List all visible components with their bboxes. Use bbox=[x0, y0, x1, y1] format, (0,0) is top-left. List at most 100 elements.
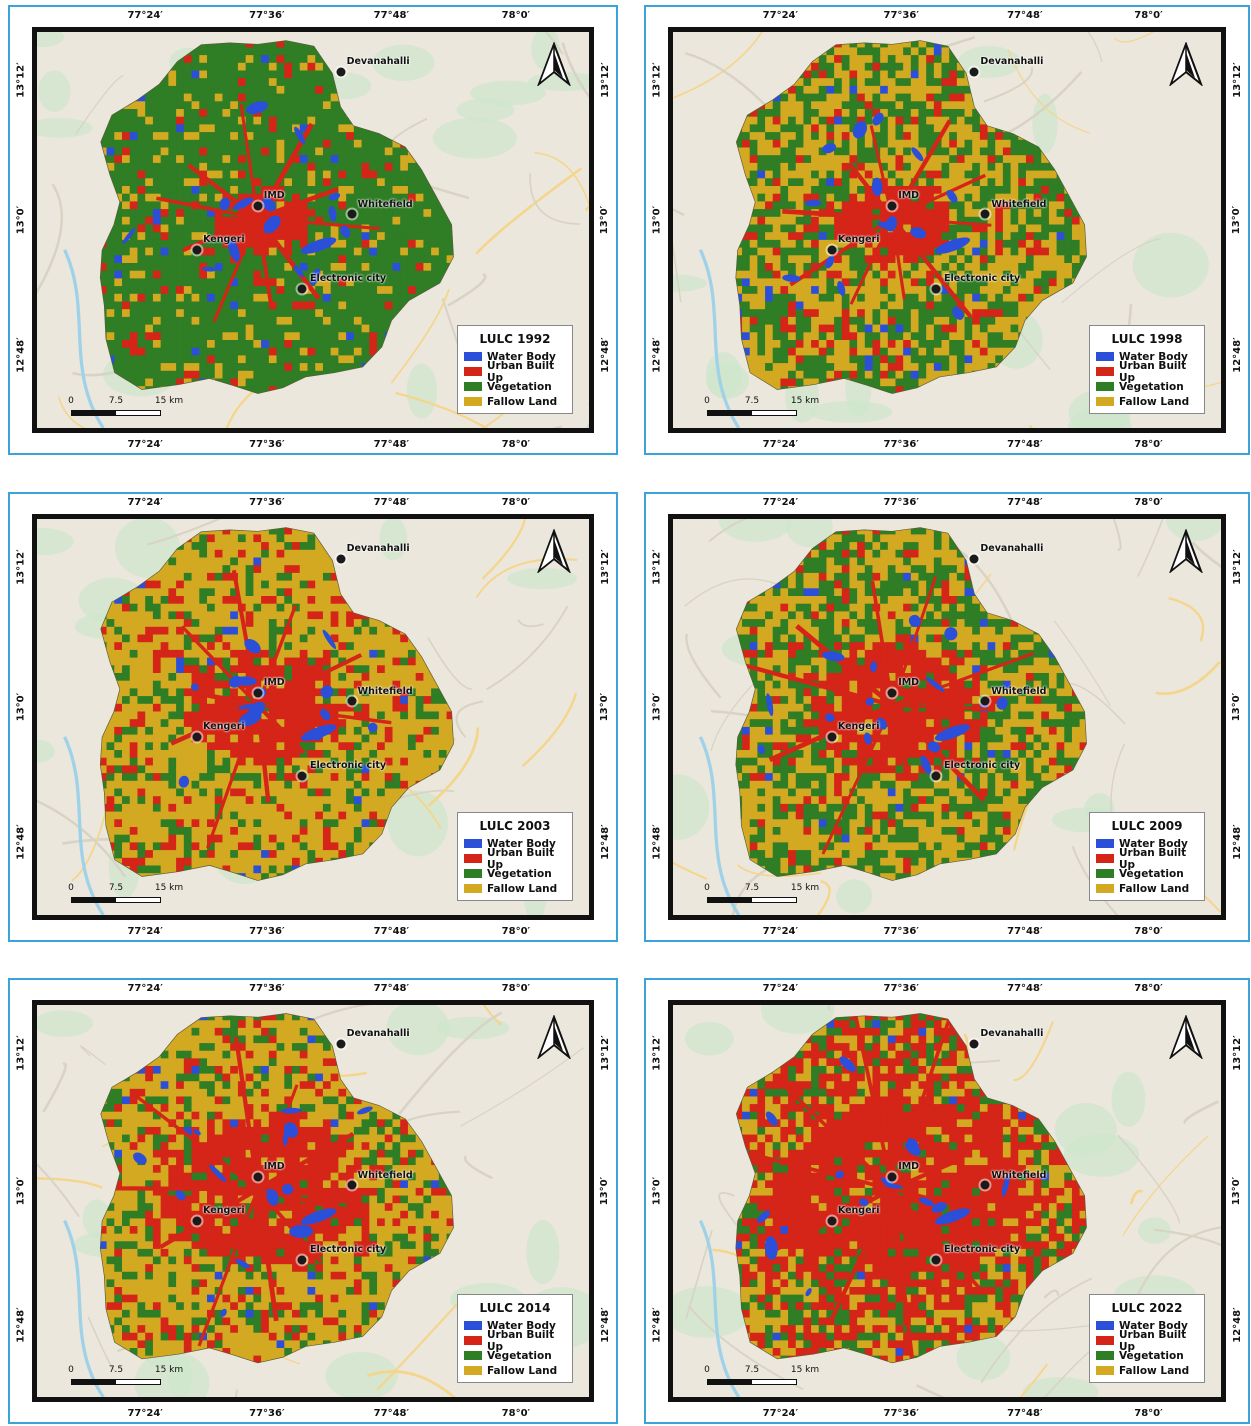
basemap-river bbox=[698, 249, 741, 428]
basemap-park bbox=[436, 1016, 510, 1040]
basemap-road bbox=[1168, 596, 1205, 642]
place-label: Devanahalli bbox=[980, 1028, 1044, 1040]
scale-label: 15 km bbox=[154, 1365, 184, 1375]
lulc-map-panel: Devanahalli IMD Whitefield Kengeri Electroni… bbox=[644, 5, 1250, 455]
water-body bbox=[871, 177, 883, 197]
basemap-river bbox=[63, 1219, 105, 1397]
basemap-road bbox=[1137, 519, 1164, 577]
latitude-tick-label: 13°12′ bbox=[651, 1035, 663, 1071]
lulc-map-panel: Devanahalli IMD Whitefield Kengeri Electroni… bbox=[8, 5, 618, 455]
water-body bbox=[193, 1129, 201, 1136]
urban-corridor bbox=[890, 216, 973, 319]
lulc-map-image bbox=[37, 32, 589, 428]
basemap-park bbox=[387, 790, 449, 857]
basemap-park bbox=[1132, 232, 1209, 298]
latitude-tick-label: 13°0′ bbox=[599, 692, 611, 721]
water-body bbox=[946, 189, 958, 203]
longitude-tick-label: 78°0′ bbox=[501, 439, 531, 450]
legend-label: Water Body bbox=[1119, 1319, 1188, 1332]
map-frame: Devanahalli IMD Whitefield Kengeri Electroni… bbox=[32, 514, 594, 920]
water-body bbox=[908, 614, 921, 628]
scale-bar-graphic bbox=[71, 897, 161, 903]
water-body bbox=[229, 675, 243, 688]
basemap-road bbox=[992, 1323, 1105, 1332]
legend-swatch bbox=[1096, 367, 1114, 376]
urban-corridor bbox=[255, 1188, 279, 1322]
latitude-tick-label: 12°48′ bbox=[15, 1307, 27, 1343]
legend-entry: Urban Built Up bbox=[1096, 360, 1198, 384]
water-body bbox=[280, 1107, 302, 1114]
legend-label: Fallow Land bbox=[1119, 882, 1190, 895]
legend-title: LULC 1992 bbox=[479, 332, 551, 346]
basemap-park bbox=[1022, 1377, 1099, 1397]
latitude-tick-label: 12°48′ bbox=[599, 824, 611, 860]
longitude-tick-label: 77°24′ bbox=[762, 983, 799, 994]
longitude-tick-label: 77°36′ bbox=[249, 439, 285, 450]
water-body bbox=[219, 197, 230, 211]
latitude-tick-label: 13°0′ bbox=[651, 692, 663, 721]
basemap-road bbox=[1019, 1363, 1048, 1397]
legend-label: Water Body bbox=[487, 1319, 556, 1332]
scale-label: 15 km bbox=[790, 396, 820, 406]
place-label: Electronic city bbox=[944, 760, 1021, 772]
legend-entry: Urban Built Up bbox=[1096, 847, 1198, 871]
urban-corridor bbox=[890, 217, 906, 300]
longitude-tick-label: 77°24′ bbox=[762, 926, 799, 937]
scale-label: 15 km bbox=[154, 883, 184, 893]
basemap-road bbox=[427, 727, 480, 807]
scale-bar: 0 7.5 15 km bbox=[704, 1365, 819, 1387]
place-marker bbox=[297, 771, 307, 781]
place-label: Whitefield bbox=[357, 199, 413, 211]
basemap-road bbox=[1183, 1100, 1219, 1125]
legend-label: Water Body bbox=[1119, 350, 1188, 363]
longitude-tick-label: 77°24′ bbox=[127, 926, 163, 937]
legend-swatch bbox=[1096, 839, 1114, 848]
basemap-road bbox=[87, 1316, 116, 1372]
basemap-road bbox=[1155, 660, 1221, 695]
basemap-river bbox=[63, 736, 105, 915]
water-body bbox=[340, 225, 351, 238]
scale-bar-graphic bbox=[71, 1379, 161, 1385]
urban-corridor bbox=[892, 703, 988, 711]
place-marker bbox=[887, 688, 897, 698]
urban-corridor bbox=[828, 1188, 895, 1324]
basemap-road bbox=[390, 288, 450, 384]
longitude-tick-label: 78°0′ bbox=[501, 497, 531, 508]
water-body bbox=[208, 1164, 227, 1183]
longitude-tick-label: 77°36′ bbox=[883, 926, 919, 937]
basemap-road bbox=[1113, 32, 1155, 43]
scale-bar: 0 7.5 15 km bbox=[68, 396, 183, 418]
scale-label: 7.5 bbox=[108, 883, 124, 893]
longitude-tick-label: 77°48′ bbox=[373, 983, 410, 994]
place-marker bbox=[969, 554, 979, 564]
longitude-tick-label: 78°0′ bbox=[1134, 439, 1163, 450]
basemap-road bbox=[147, 519, 222, 546]
basemap-road bbox=[395, 391, 489, 428]
basemap-road bbox=[736, 864, 822, 877]
urban-corridor bbox=[890, 703, 986, 802]
water-body bbox=[876, 717, 888, 730]
water-body bbox=[1001, 1173, 1010, 1197]
longitude-tick-label: 77°24′ bbox=[127, 439, 163, 450]
legend-swatch bbox=[1096, 382, 1114, 391]
lulc-map-panel: Devanahalli IMD Whitefield Kengeri Electroni… bbox=[8, 492, 618, 942]
basemap-park bbox=[379, 519, 408, 561]
lulc-map-image bbox=[37, 519, 578, 915]
place-label: Devanahalli bbox=[980, 55, 1044, 67]
latitude-tick-label: 13°12′ bbox=[651, 62, 663, 99]
longitude-tick-label: 77°36′ bbox=[249, 983, 285, 994]
water-body bbox=[934, 724, 971, 741]
urban-corridor bbox=[181, 216, 259, 253]
legend-label: Urban Built Up bbox=[487, 359, 555, 384]
legend-swatch bbox=[464, 1336, 482, 1345]
basemap-road bbox=[534, 152, 589, 205]
legend-entry: Water Body bbox=[464, 1318, 566, 1333]
place-label: Kengeri bbox=[837, 720, 880, 732]
lulc-classified-region bbox=[100, 527, 454, 881]
basemap-road bbox=[37, 1163, 80, 1218]
longitude-tick-label: 78°0′ bbox=[501, 1408, 531, 1419]
north-arrow-icon bbox=[1169, 529, 1203, 573]
place-label: IMD bbox=[898, 190, 920, 202]
basemap-road bbox=[673, 861, 708, 880]
water-body bbox=[367, 722, 378, 733]
